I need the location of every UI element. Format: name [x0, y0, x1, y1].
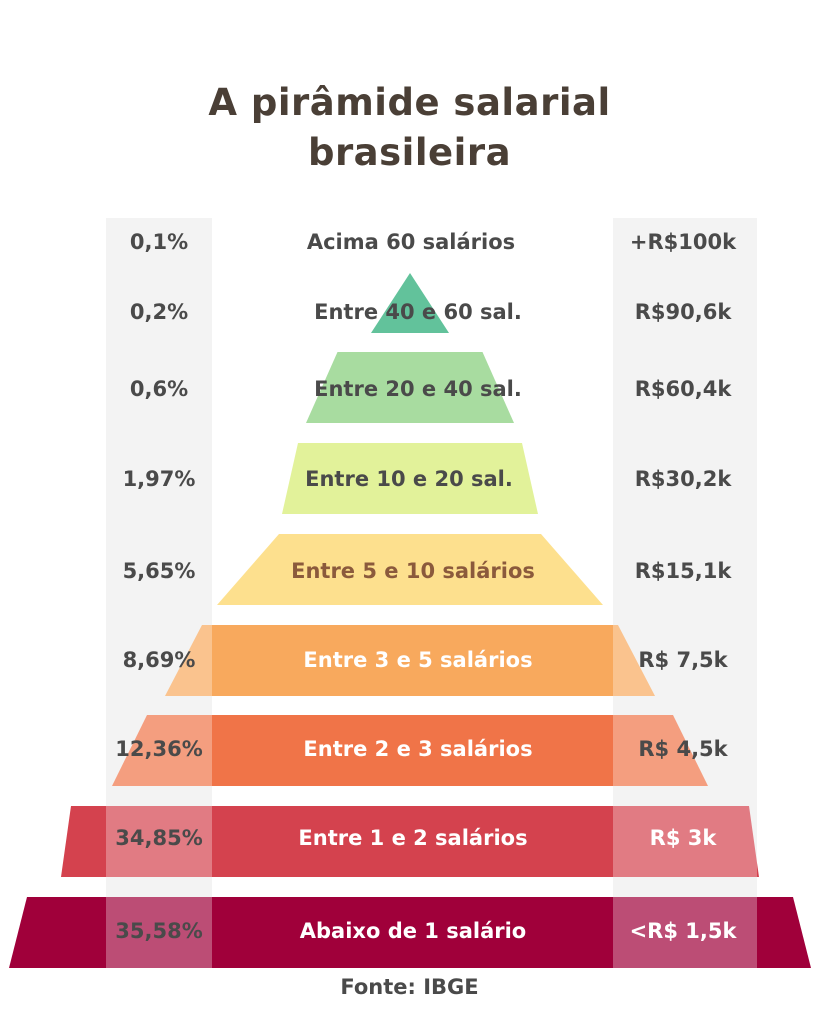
tier-label: Entre 1 e 2 salários: [298, 826, 527, 850]
tier-percent: 0,6%: [130, 377, 188, 401]
tier-percent: 0,1%: [130, 230, 188, 254]
tier-label: Entre 2 e 3 salários: [303, 737, 532, 761]
tier-label: Abaixo de 1 salário: [300, 919, 526, 943]
tier-percent: 5,65%: [123, 559, 196, 583]
tier-income: R$ 3k: [650, 826, 718, 850]
pyramid-tier-7: [112, 715, 708, 786]
tier-income: R$ 7,5k: [638, 648, 728, 672]
tier-income: R$15,1k: [635, 559, 733, 583]
pyramid-tier-8: [61, 806, 759, 877]
tier-income: +R$100k: [630, 230, 737, 254]
tier-label: Entre 10 e 20 sal.: [305, 467, 513, 491]
tier-percent: 34,85%: [115, 826, 202, 850]
tier-income: R$ 4,5k: [638, 737, 728, 761]
pyramid-tier-5: [217, 534, 603, 605]
tier-label: Entre 40 e 60 sal.: [314, 300, 522, 324]
percent-column-overlay: [106, 218, 212, 968]
tier-percent: 35,58%: [115, 919, 202, 943]
page-title: A pirâmide salarial brasileira: [0, 78, 819, 178]
source-note: Fonte: IBGE: [340, 975, 479, 999]
pyramid-tier-4: [282, 443, 538, 514]
tier-percent: 12,36%: [115, 737, 202, 761]
tier-label: Entre 20 e 40 sal.: [314, 377, 522, 401]
tier-income: R$60,4k: [635, 377, 733, 401]
tier-label: Entre 3 e 5 salários: [303, 648, 532, 672]
tier-percent: 8,69%: [123, 648, 196, 672]
tier-income: R$30,2k: [635, 467, 733, 491]
tier-income: R$90,6k: [635, 300, 733, 324]
pyramid-tier-6: [165, 625, 655, 696]
pyramid-tiers: [9, 273, 811, 968]
pyramid-labels: 0,1% Acima 60 salários +R$100k 0,2% Entre 40…: [115, 230, 737, 943]
title-line-1: A pirâmide salarial: [208, 81, 611, 124]
pyramid-tier-9: [9, 897, 811, 968]
income-column-overlay: [613, 218, 757, 968]
tier-percent: 0,2%: [130, 300, 188, 324]
tier-percent: 1,97%: [123, 467, 196, 491]
pyramid-tier-3: [306, 352, 514, 423]
tier-label: Acima 60 salários: [307, 230, 515, 254]
pyramid-tier-2: [371, 273, 449, 333]
title-line-2: brasileira: [307, 131, 512, 174]
tier-label: Entre 5 e 10 salários: [291, 559, 535, 583]
tier-income: <R$ 1,5k: [630, 919, 738, 943]
